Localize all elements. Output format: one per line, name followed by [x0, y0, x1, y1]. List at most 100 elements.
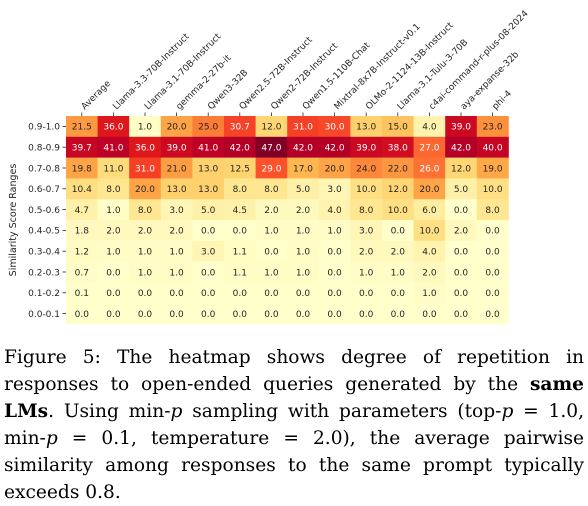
cell-value-label: 1.0: [264, 227, 279, 237]
y-tick-label: 0.2-0.3: [28, 268, 60, 278]
cell-value-label: 1.0: [138, 123, 153, 133]
heatmap-cell: [97, 199, 130, 221]
y-tick-label: 0.3-0.4: [28, 248, 60, 258]
y-tick-label: 0.5-0.6: [28, 206, 60, 216]
cell-value-label: 4.0: [327, 206, 342, 216]
cell-value-label: 47.0: [261, 144, 281, 154]
heatmap-cell: [318, 116, 351, 138]
cell-value-label: 0.0: [201, 310, 216, 320]
heatmap-cell: [445, 220, 478, 242]
cell-value-label: 1.0: [106, 248, 121, 258]
cell-value-label: 0.0: [327, 289, 342, 299]
cell-value-label: 2.0: [138, 227, 153, 237]
cell-value-label: 1.1: [233, 248, 247, 258]
heatmap-cell: [350, 282, 383, 304]
heatmap-cell: [97, 178, 130, 200]
cell-value-label: 2.0: [454, 227, 469, 237]
heatmap-cell: [287, 157, 320, 179]
heatmap-cell: [350, 199, 383, 221]
heatmap-cell: [66, 282, 98, 304]
heatmap-cell: [192, 116, 225, 138]
y-tick-label: 0.9-1.0: [28, 123, 60, 133]
cell-value-label: 2.0: [391, 248, 406, 258]
cell-value-label: 20.0: [419, 185, 439, 195]
x-tick-label: gemma-2-27b-it: [175, 53, 234, 112]
caption-text-2: . Using min-: [48, 401, 171, 422]
heatmap-cell: [255, 220, 288, 242]
heatmap-cell: [382, 303, 414, 325]
row-labels: 0.9-1.0 0.8-0.9 0.7-0.8 0.6-0.7 0.5-0.6 0.4-0…: [28, 123, 66, 320]
caption-bold: same LMs: [4, 374, 584, 422]
cell-value-label: 1.0: [296, 268, 311, 278]
heatmap-cell: [255, 240, 288, 262]
cell-value-label: 42.0: [230, 144, 250, 154]
cell-value-label: 1.0: [296, 248, 311, 258]
cell-value-label: 12.0: [261, 123, 281, 133]
cell-value-label: 0.0: [327, 268, 342, 278]
cell-value-label: 3.0: [169, 206, 184, 216]
heatmap-cell: [66, 178, 98, 200]
cell-value-label: 0.0: [75, 310, 90, 320]
cell-value-label: 8.0: [138, 206, 153, 216]
heatmap-cell: [413, 116, 446, 138]
figure-caption: Figure 5: The heatmap shows degree of re…: [4, 344, 584, 506]
x-tick-label: phi-4: [491, 89, 514, 112]
cell-value-label: 0.0: [233, 227, 248, 237]
heatmap-cell: [382, 261, 414, 283]
cell-value-label: 0.0: [454, 206, 469, 216]
y-tick-label: 0.0-0.1: [28, 310, 60, 320]
cell-value-label: 4.0: [422, 123, 437, 133]
heatmap-cell: [318, 240, 351, 262]
heatmap-cell: [129, 199, 162, 221]
heatmap-cell: [445, 116, 478, 138]
cell-value-label: 40.0: [483, 144, 503, 154]
heatmap-cell: [445, 240, 478, 262]
cell-value-label: 2.0: [422, 268, 437, 278]
cell-value-label: 1.1: [233, 268, 247, 278]
cell-value-label: 27.0: [419, 144, 439, 154]
heatmap-cell: [382, 178, 414, 200]
cell-value-label: 0.0: [391, 310, 406, 320]
cell-value-label: 8.0: [264, 185, 279, 195]
heatmap-cell: [287, 240, 320, 262]
x-tick-label: aya-expanse-32b: [459, 50, 521, 112]
caption-text-5: = 0.1, temperature = 2.0), the average p…: [4, 428, 584, 503]
heatmap-cell: [224, 136, 256, 158]
cell-value-label: 29.0: [261, 164, 281, 174]
cell-value-label: 42.0: [293, 144, 313, 154]
heatmap-cell: [66, 136, 98, 158]
heatmap-cell: [318, 303, 351, 325]
heatmap-cell: [287, 220, 320, 242]
heatmap-cell: [318, 261, 351, 283]
column-labels: AverageLlama-3.3-70B-InstructLlama-3.1-7…: [80, 9, 531, 116]
heatmap-cell: [318, 199, 351, 221]
cell-value-label: 5.0: [296, 185, 311, 195]
cell-value-label: 20.0: [167, 123, 187, 133]
cell-value-label: 36.0: [103, 123, 123, 133]
cell-value-label: 0.0: [296, 310, 311, 320]
cell-value-label: 0.0: [233, 310, 248, 320]
heatmap-cell: [476, 178, 509, 200]
heatmap-cell: [224, 199, 256, 221]
heatmap-cell: [350, 136, 383, 158]
heatmap-cell: [255, 199, 288, 221]
cell-value-label: 23.0: [483, 123, 503, 133]
cell-value-label: 21.5: [72, 123, 92, 133]
heatmap-cell: [350, 116, 383, 138]
heatmap-cell: [255, 261, 288, 283]
heatmap-cells: 21.5 36.0 1.0 20.0 25.0 30.7 12.0 31.0 30.0 13.0 1…: [66, 116, 509, 325]
cell-value-label: 0.0: [485, 227, 500, 237]
cell-value-label: 4.7: [75, 206, 89, 216]
cell-value-label: 0.0: [359, 310, 374, 320]
heatmap-cell: [382, 157, 414, 179]
y-tick-label: 0.6-0.7: [28, 185, 60, 195]
heatmap-cell: [224, 220, 256, 242]
heatmap-cell: [160, 240, 193, 262]
heatmap-cell: [413, 157, 446, 179]
heatmap-cell: [382, 220, 414, 242]
heatmap-cell: [382, 240, 414, 262]
cell-value-label: 0.0: [391, 289, 406, 299]
heatmap-cell: [445, 136, 478, 158]
heatmap-cell: [382, 282, 414, 304]
cell-value-label: 0.0: [106, 289, 121, 299]
